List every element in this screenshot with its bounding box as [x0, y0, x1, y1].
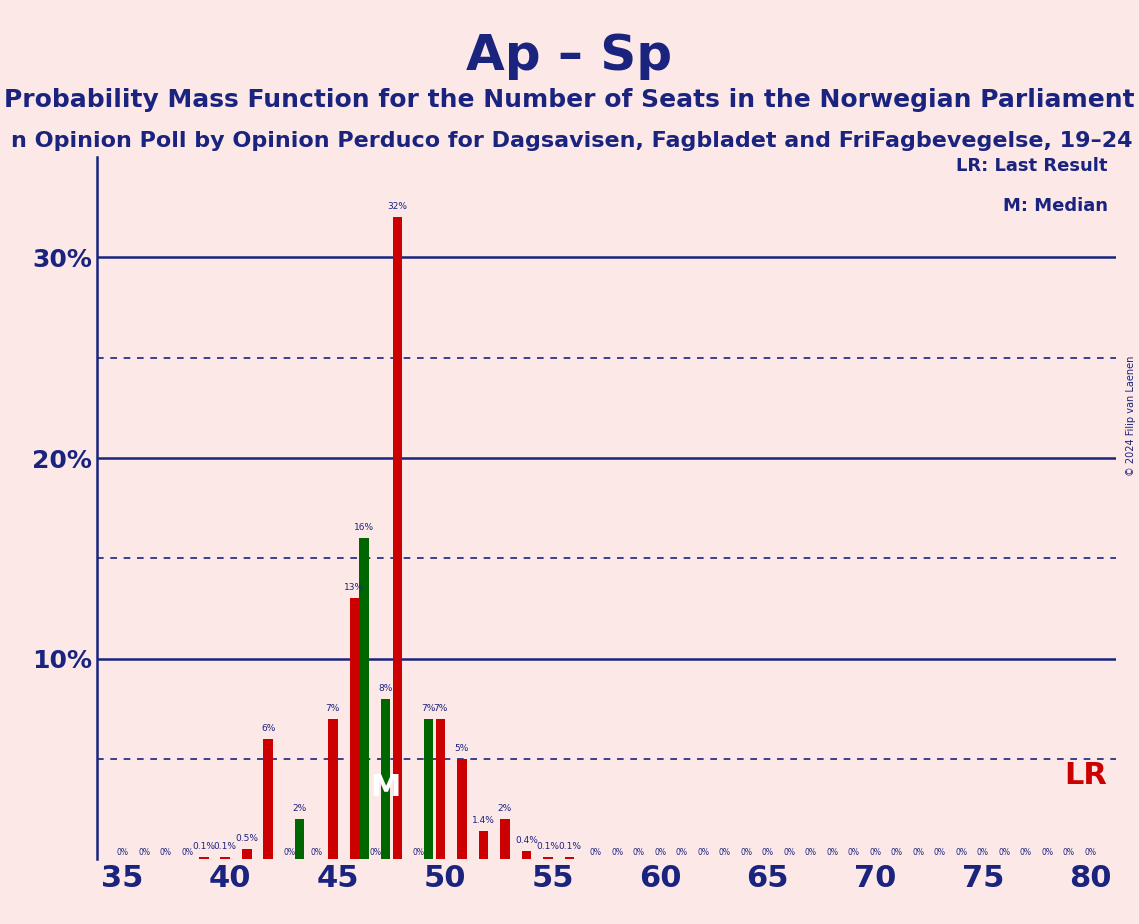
Text: M: Median: M: Median	[1002, 197, 1107, 215]
Bar	[295, 820, 304, 859]
Text: 5%: 5%	[454, 744, 469, 753]
Text: 0%: 0%	[956, 848, 967, 857]
Text: 0.1%: 0.1%	[214, 843, 237, 851]
Text: 0%: 0%	[999, 848, 1010, 857]
Text: 32%: 32%	[387, 202, 408, 212]
Text: 0%: 0%	[116, 848, 129, 857]
Text: 0%: 0%	[847, 848, 860, 857]
Text: 7%: 7%	[421, 704, 436, 712]
Bar	[380, 699, 391, 859]
Text: 0%: 0%	[654, 848, 666, 857]
Text: 0%: 0%	[284, 848, 296, 857]
Bar	[199, 857, 208, 859]
Text: LR: LR	[1065, 761, 1107, 790]
Bar	[263, 739, 273, 859]
Text: 0%: 0%	[826, 848, 838, 857]
Text: 0%: 0%	[934, 848, 945, 857]
Bar	[565, 857, 574, 859]
Bar	[241, 849, 252, 859]
Text: 8%: 8%	[378, 684, 393, 693]
Bar	[522, 851, 531, 859]
Bar	[543, 857, 552, 859]
Text: 0.5%: 0.5%	[236, 834, 259, 844]
Text: 0%: 0%	[1084, 848, 1097, 857]
Text: 2%: 2%	[498, 804, 513, 813]
Text: 1.4%: 1.4%	[472, 816, 494, 825]
Text: 0%: 0%	[784, 848, 795, 857]
Bar	[359, 539, 369, 859]
Text: 0%: 0%	[181, 848, 194, 857]
Text: 0.1%: 0.1%	[192, 843, 215, 851]
Text: 0%: 0%	[719, 848, 731, 857]
Text: n Opinion Poll by Opinion Perduco for Dagsavisen, Fagbladet and FriFagbevegelse,: n Opinion Poll by Opinion Perduco for Da…	[11, 131, 1139, 152]
Text: 0%: 0%	[912, 848, 925, 857]
Text: 0%: 0%	[159, 848, 172, 857]
Text: 0%: 0%	[762, 848, 773, 857]
Text: 0%: 0%	[1063, 848, 1075, 857]
Text: 7%: 7%	[326, 704, 341, 712]
Bar	[435, 719, 445, 859]
Bar	[328, 719, 337, 859]
Text: 0%: 0%	[891, 848, 903, 857]
Text: 0%: 0%	[612, 848, 623, 857]
Text: Probability Mass Function for the Number of Seats in the Norwegian Parliament: Probability Mass Function for the Number…	[5, 88, 1134, 112]
Text: 7%: 7%	[433, 704, 448, 712]
Text: 0%: 0%	[370, 848, 382, 857]
Text: 16%: 16%	[354, 523, 374, 532]
Bar	[478, 832, 489, 859]
Text: 0%: 0%	[590, 848, 601, 857]
Text: 2%: 2%	[293, 804, 306, 813]
Bar	[350, 599, 359, 859]
Text: 0.4%: 0.4%	[515, 836, 538, 845]
Text: 0%: 0%	[697, 848, 710, 857]
Bar	[424, 719, 434, 859]
Text: 0%: 0%	[633, 848, 645, 857]
Text: LR: Last Result: LR: Last Result	[956, 157, 1107, 175]
Text: 0%: 0%	[1041, 848, 1054, 857]
Text: 0%: 0%	[412, 848, 425, 857]
Text: 0%: 0%	[675, 848, 688, 857]
Bar	[500, 820, 510, 859]
Text: 0%: 0%	[740, 848, 752, 857]
Text: Ap – Sp: Ap – Sp	[467, 32, 672, 80]
Text: © 2024 Filip van Laenen: © 2024 Filip van Laenen	[1126, 356, 1136, 476]
Bar	[457, 759, 467, 859]
Text: 0%: 0%	[805, 848, 817, 857]
Text: 0%: 0%	[138, 848, 150, 857]
Text: 0%: 0%	[1019, 848, 1032, 857]
Text: M: M	[370, 772, 401, 802]
Text: 6%: 6%	[261, 723, 276, 733]
Text: 0.1%: 0.1%	[536, 843, 559, 851]
Text: 0.1%: 0.1%	[558, 843, 581, 851]
Text: 0%: 0%	[869, 848, 882, 857]
Bar	[221, 857, 230, 859]
Bar	[393, 217, 402, 859]
Text: 13%: 13%	[344, 583, 364, 592]
Text: 0%: 0%	[310, 848, 322, 857]
Text: 0%: 0%	[977, 848, 989, 857]
